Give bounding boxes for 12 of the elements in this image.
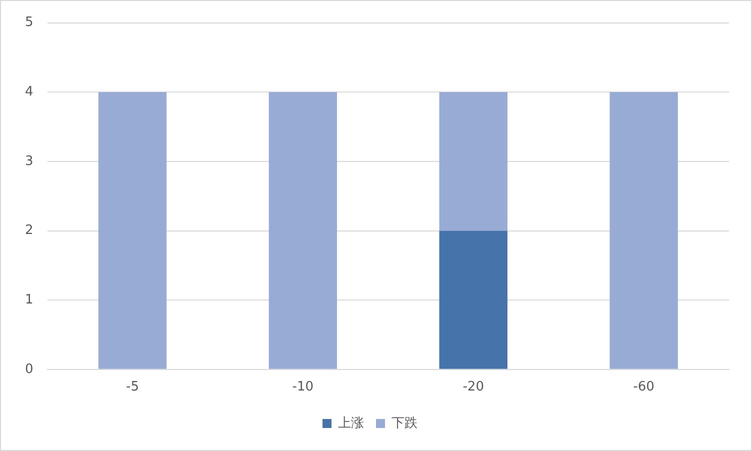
y-tick-label: 1 <box>24 292 34 308</box>
y-tick-label: 2 <box>24 223 34 238</box>
legend-label: 上涨 <box>338 416 364 431</box>
y-tick-label: 4 <box>24 84 34 100</box>
y-tick-label: 0 <box>24 362 34 377</box>
x-tick-label: -10 <box>292 380 314 395</box>
x-tick-label: -60 <box>633 380 654 395</box>
x-tick-label: -20 <box>462 380 484 395</box>
y-tick-label: 5 <box>24 15 34 30</box>
y-tick-label: 3 <box>24 154 34 169</box>
x-tick-label: -5 <box>126 380 139 395</box>
legend-label: 下跌 <box>392 416 418 431</box>
